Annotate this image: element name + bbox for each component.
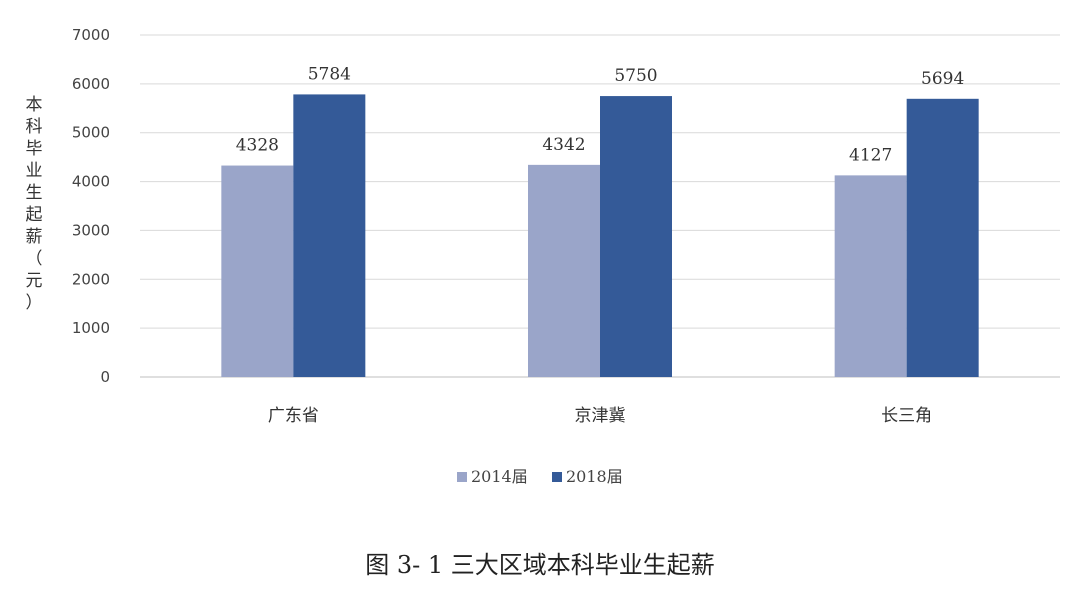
y-axis-label-char: 本: [26, 95, 43, 115]
y-axis-label-char: ）: [26, 293, 43, 313]
x-tick-label: 长三角: [881, 406, 932, 426]
data-label: 5750: [614, 66, 657, 86]
bar-2018届-京津冀: [600, 96, 672, 378]
y-tick-label: 2000: [72, 270, 110, 288]
bar-2014届-长三角: [834, 175, 907, 377]
y-axis-label-char: （: [26, 249, 43, 269]
data-label: 4342: [542, 135, 585, 155]
figure-caption: 图 3- 1 三大区域本科毕业生起薪: [365, 551, 715, 579]
bar-2018届-广东省: [293, 94, 366, 378]
y-axis-label-char: 薪: [26, 227, 43, 247]
y-tick-label: 5000: [72, 124, 110, 142]
y-tick-label: 6000: [72, 75, 110, 93]
x-tick-label: 广东省: [268, 406, 319, 426]
y-tick-label: 3000: [72, 221, 110, 239]
data-labels: 4328 5784 4342 5750 4127 5694: [236, 64, 965, 165]
y-tick-label: 0: [100, 368, 110, 386]
bar-2014届-京津冀: [528, 164, 600, 377]
x-tick-labels: 广东省 京津冀 长三角: [268, 406, 932, 426]
legend-label: 2018届: [566, 467, 623, 486]
y-axis-label-char: 毕: [26, 139, 43, 159]
y-axis-label-char: 元: [26, 271, 43, 291]
bar-2014届-广东省: [221, 165, 294, 377]
y-tick-label: 4000: [72, 173, 110, 191]
bar-2018届-长三角: [906, 98, 979, 377]
legend-swatch: [457, 472, 467, 482]
data-label: 5784: [308, 64, 351, 84]
x-tick-label: 京津冀: [575, 406, 626, 426]
y-axis-label-char: 起: [26, 205, 43, 225]
y-axis-label-char: 科: [26, 117, 43, 137]
y-tick-label: 7000: [72, 26, 110, 44]
legend-label: 2014届: [471, 467, 528, 486]
y-tick-label: 1000: [72, 319, 110, 337]
y-axis-label-char: 生: [26, 183, 43, 203]
data-label: 4127: [849, 145, 892, 165]
y-tick-labels: 0 1000 2000 3000 4000 5000 6000 7000: [72, 26, 110, 386]
legend: 2014届 2018届: [457, 467, 623, 486]
legend-swatch: [552, 472, 562, 482]
data-label: 4328: [236, 136, 279, 156]
y-axis-label: 本科毕业生起薪（元）: [26, 95, 43, 313]
y-axis-label-char: 业: [26, 161, 43, 181]
bars: [221, 94, 979, 378]
data-label: 5694: [921, 69, 964, 89]
